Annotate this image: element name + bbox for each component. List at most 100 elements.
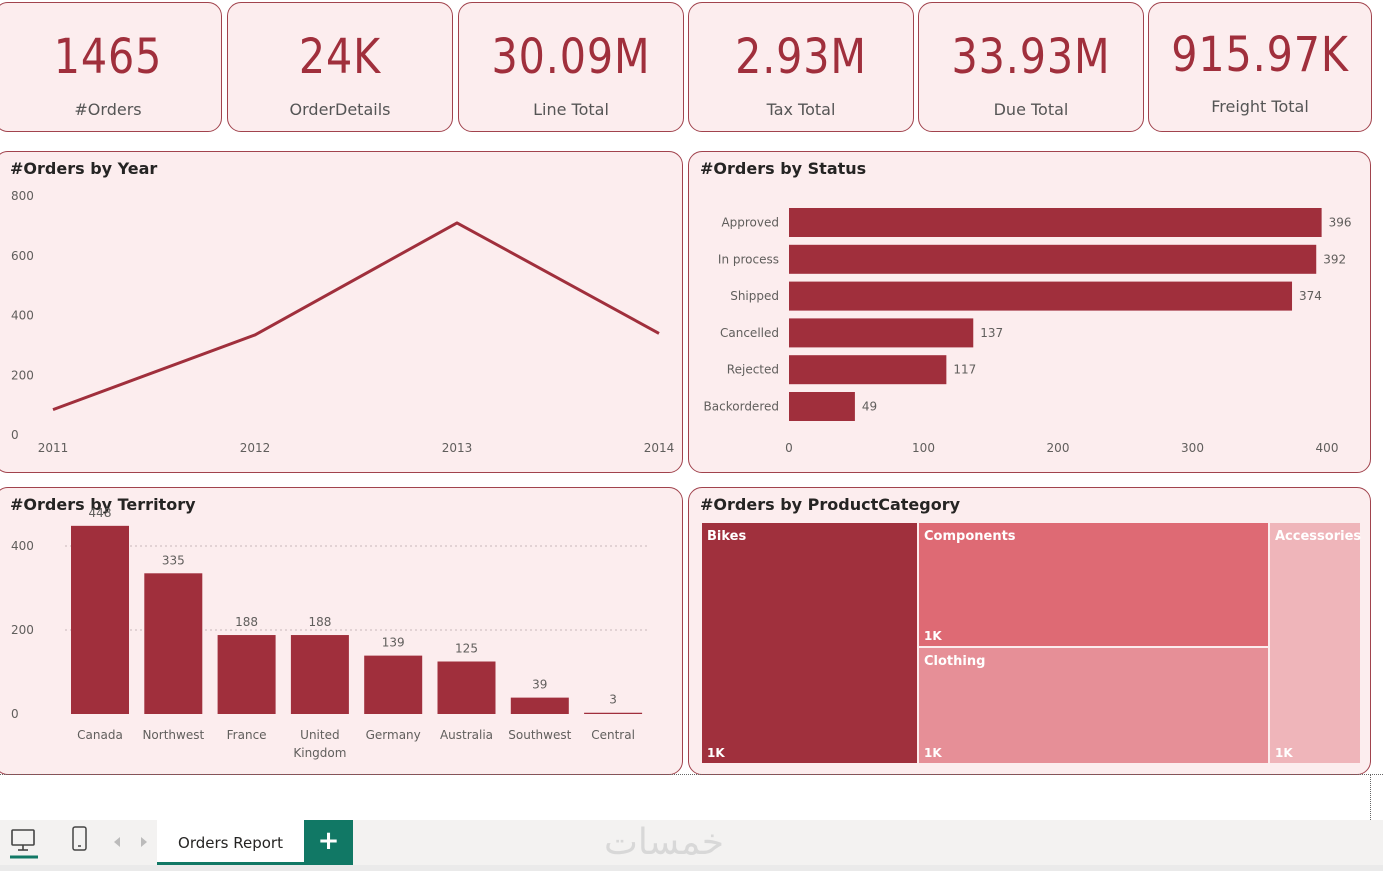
tab-label: Orders Report xyxy=(178,834,283,852)
desktop-icon[interactable] xyxy=(10,826,38,860)
x-tick-label: 2011 xyxy=(38,441,69,455)
panel-title: #Orders by ProductCategory xyxy=(700,495,961,514)
data-label: 139 xyxy=(382,636,405,650)
category-label: Approved xyxy=(721,216,779,230)
kpi-card-orders[interactable]: 1465 #Orders xyxy=(0,2,222,132)
data-label: 392 xyxy=(1323,252,1346,266)
bar xyxy=(71,525,129,714)
panel-title: #Orders by Status xyxy=(700,159,867,178)
kpi-card-order-details[interactable]: 24K OrderDetails xyxy=(227,2,453,132)
kpi-value: 33.93M xyxy=(951,29,1111,85)
orders-by-status-chart: Approved 396 In process 392 Shipped 374 Cancel… xyxy=(704,208,1352,455)
category-label: Northwest xyxy=(142,728,204,742)
treemap-label: Clothing xyxy=(924,654,986,669)
orders-by-year-chart: 0 200 400 600 800 2011 2012 2013 2014 xyxy=(11,189,675,455)
category-label: Southwest xyxy=(508,728,571,742)
phone-icon[interactable] xyxy=(70,826,90,854)
bar xyxy=(789,281,1293,311)
x-tick-label: 100 xyxy=(912,441,935,455)
kpi-label: #Orders xyxy=(74,100,142,119)
treemap-value: 1K xyxy=(924,629,942,643)
bar xyxy=(789,318,974,348)
canvas-boundary xyxy=(0,774,1383,775)
data-label: 374 xyxy=(1299,289,1322,303)
kpi-card-due-total[interactable]: 33.93M Due Total xyxy=(918,2,1144,132)
watermark: خمسات xyxy=(604,822,725,863)
treemap-cell-components[interactable]: Components 1K xyxy=(918,522,1269,647)
canvas-boundary-vertical xyxy=(1370,774,1371,820)
treemap-cell-accessories[interactable]: Accessories 1K xyxy=(1269,522,1361,764)
kpi-label: OrderDetails xyxy=(289,100,391,119)
data-label: 448 xyxy=(89,506,112,520)
treemap-cell-clothing[interactable]: Clothing 1K xyxy=(918,647,1269,764)
chevron-right-icon[interactable] xyxy=(138,835,150,849)
category-label: France xyxy=(227,728,267,742)
kpi-label: Freight Total xyxy=(1211,97,1309,116)
data-label: 335 xyxy=(162,553,185,567)
tab-orders-report[interactable]: Orders Report xyxy=(157,820,304,865)
kpi-value: 915.97K xyxy=(1171,27,1349,83)
bar xyxy=(364,655,423,714)
category-label: Shipped xyxy=(730,289,779,303)
kpi-label: Line Total xyxy=(533,100,609,119)
category-label: In process xyxy=(718,252,779,266)
treemap-label: Bikes xyxy=(707,529,747,544)
x-tick-label: 200 xyxy=(1047,441,1070,455)
data-label: 188 xyxy=(235,615,258,629)
y-tick-label: 200 xyxy=(11,368,34,382)
series-line xyxy=(52,221,660,412)
bar xyxy=(290,635,349,714)
kpi-value: 2.93M xyxy=(735,29,867,85)
x-tick-label: 300 xyxy=(1181,441,1204,455)
kpi-value: 1465 xyxy=(53,29,163,85)
y-tick-label: 0 xyxy=(11,707,19,721)
panel-title: #Orders by Territory xyxy=(10,495,196,514)
y-tick-label: 400 xyxy=(11,309,34,323)
orders-by-territory-panel[interactable]: #Orders by Territory 0 200 400 448 Canada 335… xyxy=(0,487,683,775)
y-tick-label: 400 xyxy=(11,539,34,553)
x-tick-label: 2013 xyxy=(442,441,473,455)
kpi-value: 24K xyxy=(298,29,382,85)
x-tick-label: 2014 xyxy=(644,441,675,455)
data-label: 49 xyxy=(862,400,877,414)
kpi-card-freight-total[interactable]: 915.97K Freight Total xyxy=(1148,2,1372,132)
kpi-value: 30.09M xyxy=(491,29,651,85)
orders-by-status-panel[interactable]: #Orders by Status Approved 396 In process 3… xyxy=(688,151,1371,473)
page-tab-bar: Orders Report + خمسات xyxy=(0,820,1383,865)
y-tick-label: 600 xyxy=(11,249,34,263)
panel-title: #Orders by Year xyxy=(10,159,158,178)
kpi-label: Due Total xyxy=(993,100,1069,119)
orders-by-productcategory-panel[interactable]: #Orders by ProductCategory Bikes 1K Comp… xyxy=(688,487,1371,775)
kpi-label: Tax Total xyxy=(766,100,836,119)
kpi-card-tax-total[interactable]: 2.93M Tax Total xyxy=(688,2,914,132)
treemap-label: Components xyxy=(924,529,1016,544)
bar xyxy=(789,244,1317,274)
category-label: Central xyxy=(591,728,635,742)
treemap-value: 1K xyxy=(707,746,725,760)
orders-by-territory-chart: 0 200 400 448 Canada 335 Northwest 188 France 188… xyxy=(11,506,650,760)
treemap-cell-bikes[interactable]: Bikes 1K xyxy=(701,522,918,764)
y-tick-label: 0 xyxy=(11,428,19,442)
orders-by-year-panel[interactable]: #Orders by Year 0 200 400 600 800 2011 2012 201… xyxy=(0,151,683,473)
bar xyxy=(217,635,276,714)
category-label: Canada xyxy=(77,728,123,742)
bar xyxy=(584,712,643,714)
data-label: 396 xyxy=(1329,216,1352,230)
x-tick-label: 2012 xyxy=(240,441,271,455)
chevron-left-icon[interactable] xyxy=(111,835,123,849)
category-label: Australia xyxy=(440,728,493,742)
x-tick-label: 400 xyxy=(1316,441,1339,455)
category-label: Germany xyxy=(366,728,421,742)
category-label: Cancelled xyxy=(720,326,779,340)
category-label: United xyxy=(300,728,339,742)
kpi-card-line-total[interactable]: 30.09M Line Total xyxy=(458,2,684,132)
x-tick-label: 0 xyxy=(785,441,793,455)
bar xyxy=(789,355,947,385)
bar xyxy=(144,573,203,714)
status-strip xyxy=(0,865,1383,871)
category-label: Backordered xyxy=(704,400,779,414)
data-label: 137 xyxy=(980,326,1003,340)
add-page-button[interactable]: + xyxy=(304,820,353,865)
data-label: 3 xyxy=(609,693,617,707)
bar xyxy=(789,208,1322,237)
